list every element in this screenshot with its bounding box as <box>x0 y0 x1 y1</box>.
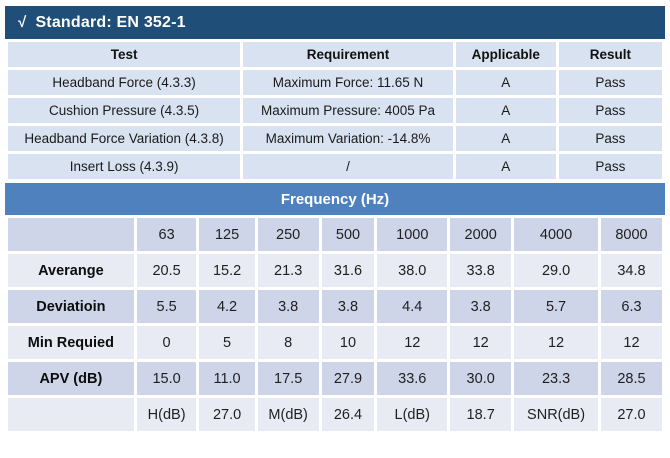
requirement-cell: Headband Force Variation (4.3.8) <box>8 126 241 151</box>
frequency-value-cell: 34.8 <box>600 254 662 287</box>
requirement-cell: Maximum Force: 11.65 N <box>243 70 453 95</box>
summary-cell: 27.0 <box>600 398 662 431</box>
frequency-data-row: Averange 20.5 15.2 21.3 31.6 38.0 33.8 29.0 34.8 <box>8 254 662 287</box>
frequency-value-cell: 33.8 <box>450 254 512 287</box>
requirement-cell: Pass <box>558 70 662 95</box>
check-icon: √ <box>18 14 27 31</box>
frequency-value-cell: 28.5 <box>600 362 662 395</box>
requirement-cell: / <box>243 154 453 179</box>
summary-cell: 18.7 <box>450 398 512 431</box>
requirement-cell: A <box>455 126 556 151</box>
frequency-value-cell: 38.0 <box>377 254 448 287</box>
summary-cell: 26.4 <box>321 398 375 431</box>
summary-cell: M(dB) <box>257 398 319 431</box>
row-label: Min Requied <box>8 326 134 359</box>
frequency-column-header: 4000 <box>514 218 598 251</box>
row-label: Averange <box>8 254 134 287</box>
frequency-value-cell: 21.3 <box>257 254 319 287</box>
frequency-value-cell: 31.6 <box>321 254 375 287</box>
frequency-data-row: APV (dB) 15.0 11.0 17.5 27.9 33.6 30.0 23.3 28.5 <box>8 362 662 395</box>
frequency-value-cell: 23.3 <box>514 362 598 395</box>
frequency-value-cell: 17.5 <box>257 362 319 395</box>
frequency-value-cell: 27.9 <box>321 362 375 395</box>
column-header: Result <box>558 42 662 67</box>
frequency-table: 63 125 250 500 1000 2000 4000 8000 Averange 20.5 1… <box>5 215 665 434</box>
frequency-table-body: 63 125 250 500 1000 2000 4000 8000 Averange 20.5 1… <box>8 218 662 431</box>
requirement-cell: A <box>455 98 556 123</box>
frequency-value-cell: 3.8 <box>321 290 375 323</box>
requirements-table-head: Test Requirement Applicable Result <box>8 42 662 67</box>
row-label: APV (dB) <box>8 362 134 395</box>
frequency-data-row: Min Requied 0 5 8 10 12 12 12 12 <box>8 326 662 359</box>
frequency-value-cell: 29.0 <box>514 254 598 287</box>
frequency-value-cell: 5 <box>199 326 255 359</box>
requirement-cell: Maximum Variation: -14.8% <box>243 126 453 151</box>
column-header: Test <box>8 42 241 67</box>
frequency-header-label: Frequency (Hz) <box>280 190 390 208</box>
frequency-value-cell: 3.8 <box>450 290 512 323</box>
standard-section-header[interactable]: √ Standard: EN 352-1 <box>5 6 665 39</box>
frequency-column-header: 125 <box>199 218 255 251</box>
frequency-column-header: 1000 <box>377 218 448 251</box>
frequency-section-header: Frequency (Hz) <box>5 183 665 215</box>
requirement-cell: A <box>455 70 556 95</box>
requirement-row: Insert Loss (4.3.9) / A Pass <box>8 154 662 179</box>
frequency-value-cell: 30.0 <box>450 362 512 395</box>
column-header: Applicable <box>455 42 556 67</box>
frequency-column-header: 63 <box>136 218 197 251</box>
requirement-row: Headband Force (4.3.3) Maximum Force: 11.… <box>8 70 662 95</box>
frequency-value-cell: 15.2 <box>199 254 255 287</box>
frequency-column-header: 2000 <box>450 218 512 251</box>
frequency-value-cell: 12 <box>514 326 598 359</box>
frequency-value-cell: 8 <box>257 326 319 359</box>
frequency-value-cell: 0 <box>136 326 197 359</box>
frequency-value-cell: 12 <box>450 326 512 359</box>
requirements-table: Test Requirement Applicable Result Headband… <box>5 39 665 182</box>
summary-cell: SNR(dB) <box>514 398 598 431</box>
column-header: Requirement <box>243 42 453 67</box>
requirement-cell: Pass <box>558 154 662 179</box>
frequency-data-row: Deviatioin 5.5 4.2 3.8 3.8 4.4 3.8 5.7 6.3 <box>8 290 662 323</box>
frequency-value-cell: 6.3 <box>600 290 662 323</box>
frequency-column-header: 500 <box>321 218 375 251</box>
requirements-header-row: Test Requirement Applicable Result <box>8 42 662 67</box>
frequency-value-cell: 4.4 <box>377 290 448 323</box>
frequency-value-cell: 3.8 <box>257 290 319 323</box>
summary-cell: L(dB) <box>377 398 448 431</box>
frequency-value-cell: 20.5 <box>136 254 197 287</box>
frequency-value-cell: 12 <box>600 326 662 359</box>
frequency-columns-row: 63 125 250 500 1000 2000 4000 8000 <box>8 218 662 251</box>
summary-cell: 27.0 <box>199 398 255 431</box>
summary-cell: H(dB) <box>136 398 197 431</box>
row-label-empty <box>8 398 134 431</box>
standard-title: Standard: EN 352-1 <box>35 13 186 31</box>
requirement-row: Headband Force Variation (4.3.8) Maximum … <box>8 126 662 151</box>
requirement-cell: Cushion Pressure (4.3.5) <box>8 98 241 123</box>
requirement-cell: Pass <box>558 126 662 151</box>
frequency-value-cell: 12 <box>377 326 448 359</box>
row-label: Deviatioin <box>8 290 134 323</box>
frequency-value-cell: 4.2 <box>199 290 255 323</box>
requirement-cell: A <box>455 154 556 179</box>
requirement-cell: Pass <box>558 98 662 123</box>
frequency-column-header: 8000 <box>600 218 662 251</box>
frequency-value-cell: 33.6 <box>377 362 448 395</box>
frequency-value-cell: 5.5 <box>136 290 197 323</box>
requirements-table-body: Headband Force (4.3.3) Maximum Force: 11.… <box>8 70 662 179</box>
row-label-empty <box>8 218 134 251</box>
requirement-cell: Headband Force (4.3.3) <box>8 70 241 95</box>
requirement-cell: Maximum Pressure: 4005 Pa <box>243 98 453 123</box>
frequency-column-header: 250 <box>257 218 319 251</box>
frequency-value-cell: 5.7 <box>514 290 598 323</box>
requirement-cell: Insert Loss (4.3.9) <box>8 154 241 179</box>
requirement-row: Cushion Pressure (4.3.5) Maximum Pressure… <box>8 98 662 123</box>
frequency-value-cell: 15.0 <box>136 362 197 395</box>
frequency-value-cell: 10 <box>321 326 375 359</box>
frequency-value-cell: 11.0 <box>199 362 255 395</box>
summary-row: H(dB) 27.0 M(dB) 26.4 L(dB) 18.7 SNR(dB) 27.0 <box>8 398 662 431</box>
